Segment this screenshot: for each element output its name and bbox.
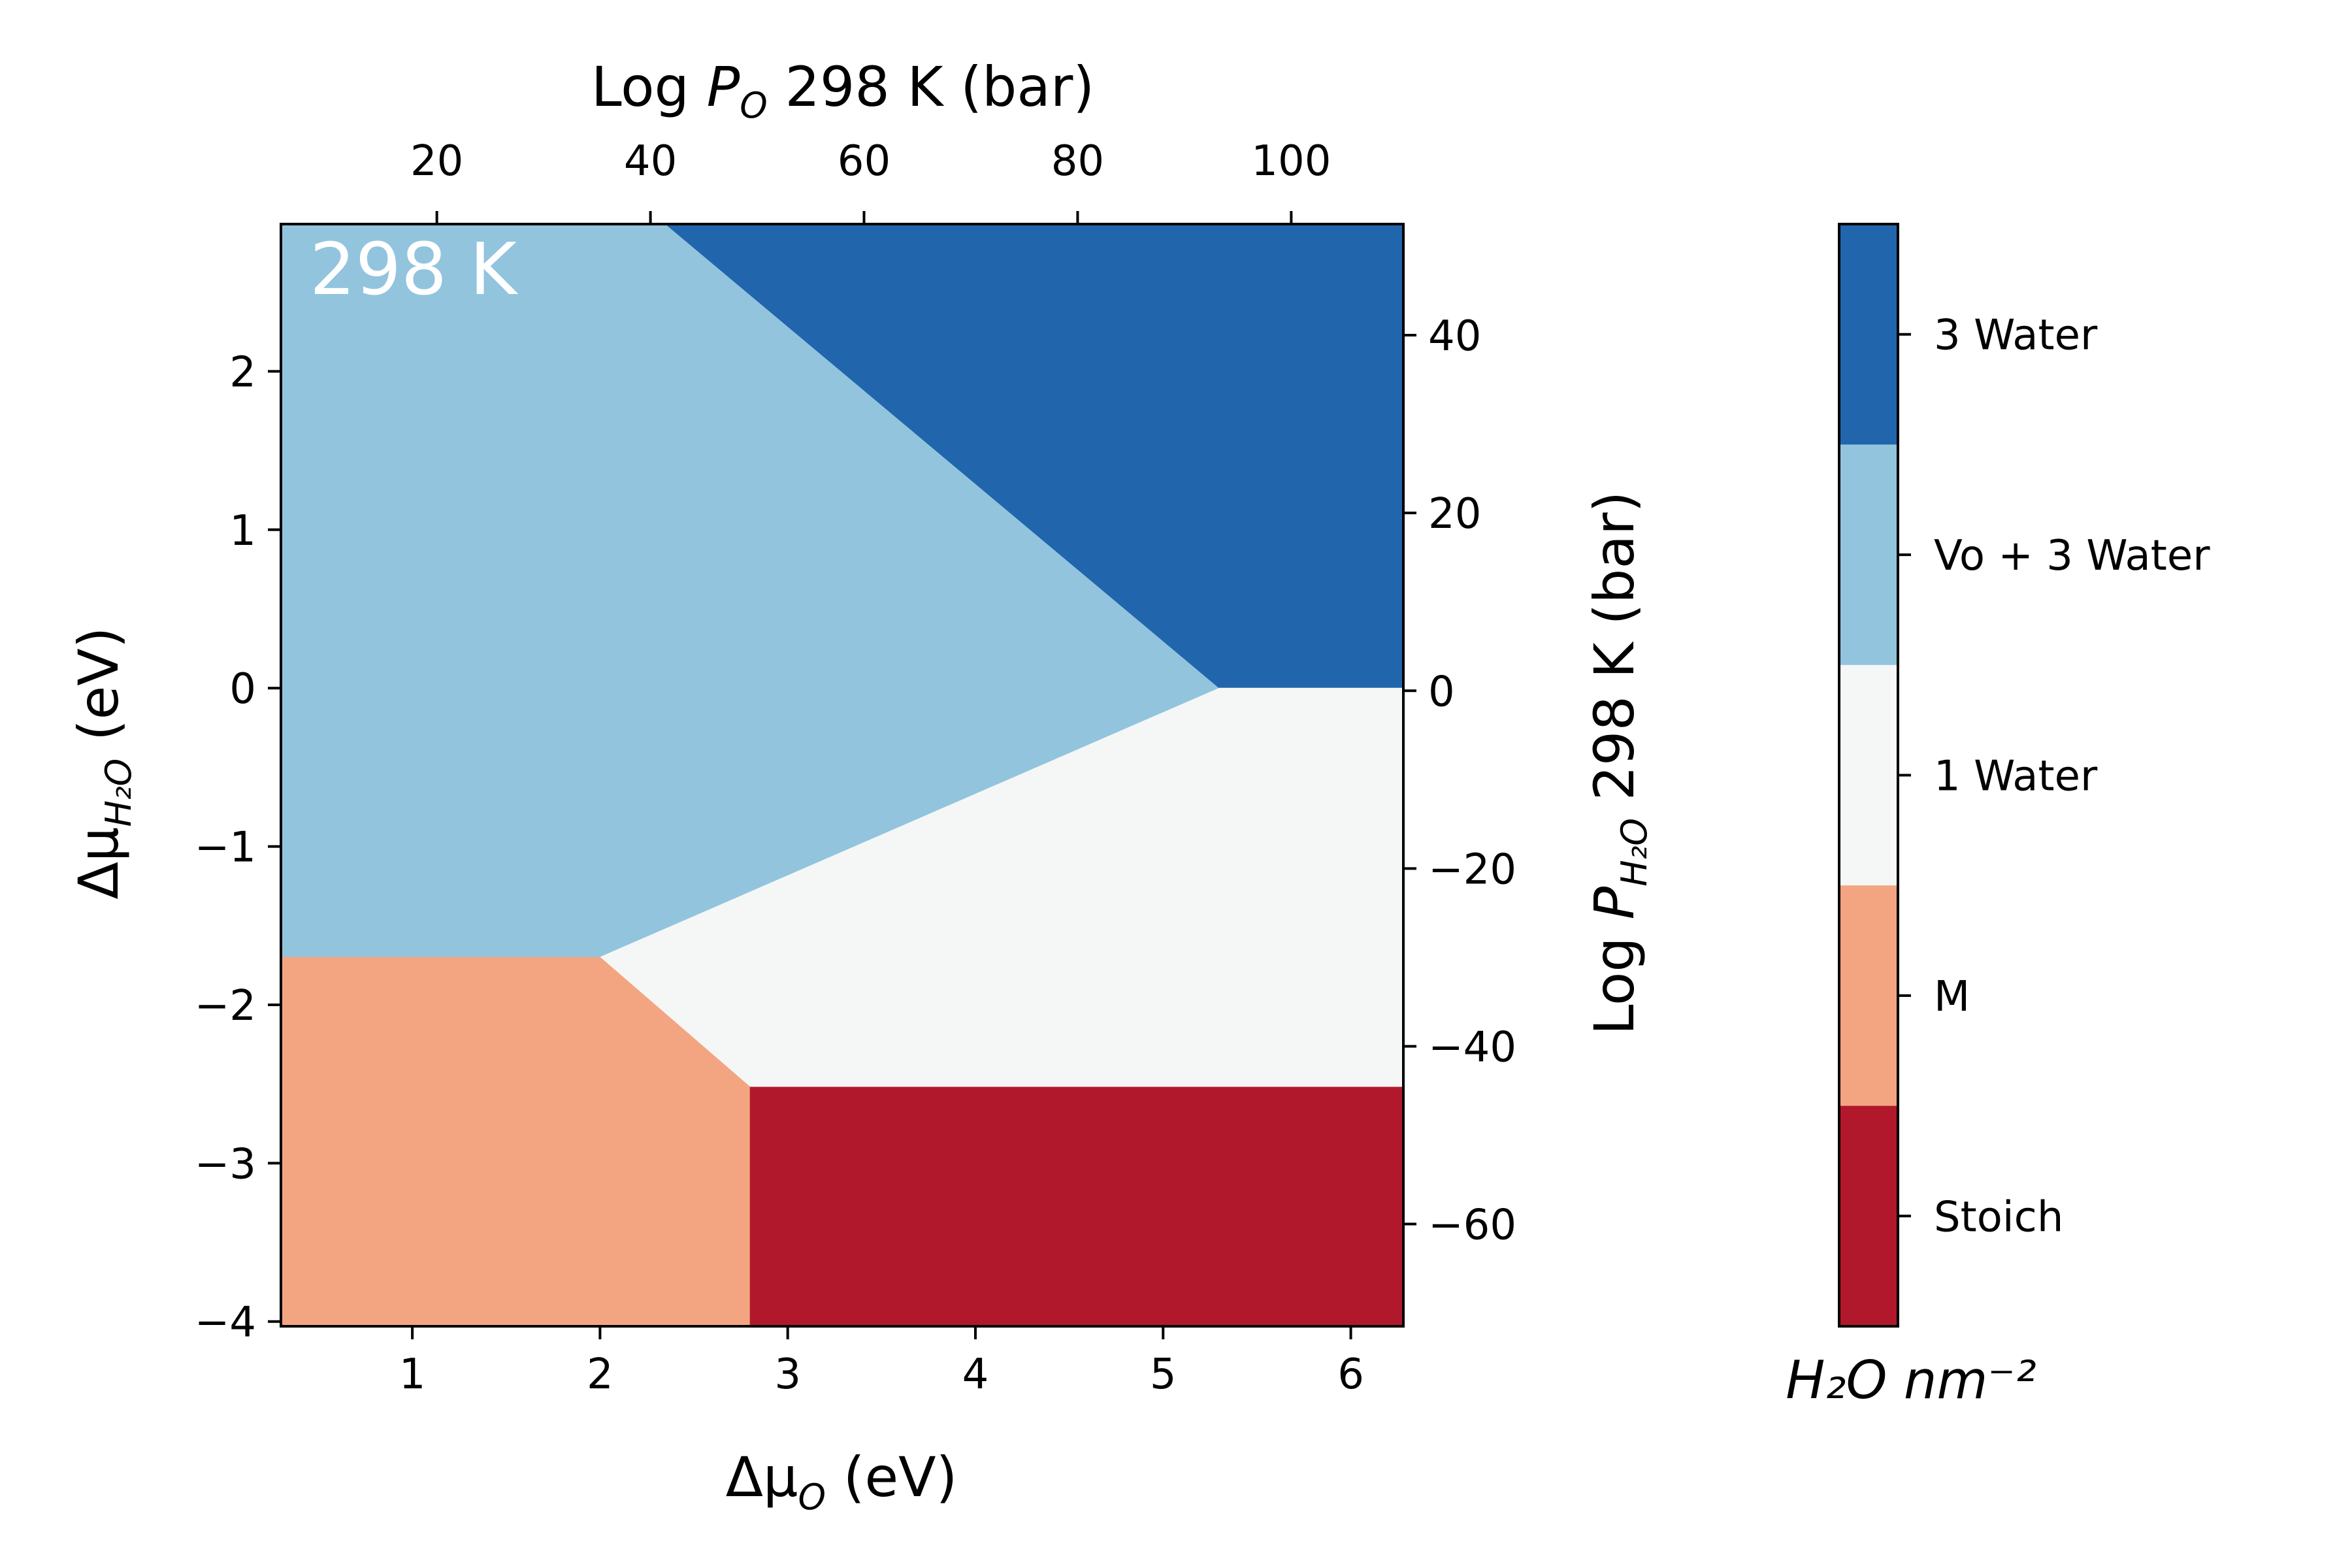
y-tick-label: −4 <box>195 1299 256 1347</box>
y-axis-label: ΔμH₂O (eV) <box>67 627 139 899</box>
x-tick-label: 6 <box>1337 1350 1364 1399</box>
temperature-annotation: 298 K <box>310 227 519 311</box>
right-y-tick-label: 0 <box>1428 668 1455 716</box>
y-tick-label: −3 <box>195 1140 256 1188</box>
colorbar-label: 3 Water <box>1934 312 2098 360</box>
colorbar-segment-stoich <box>1839 1105 1898 1327</box>
x-tick-label: 2 <box>587 1350 613 1399</box>
right-y-tick-label: −20 <box>1428 845 1516 894</box>
x-axis-label: ΔμO (eV) <box>726 1445 958 1518</box>
colorbar-label: 1 Water <box>1934 753 2098 801</box>
colorbar-title: H₂O nm⁻² <box>1786 1350 2036 1411</box>
colorbar: 3 Water Vo + 3 Water 1 Water M Stoich <box>1839 224 2210 1327</box>
colorbar-frame <box>1838 223 1899 1328</box>
x-tick-label: 5 <box>1150 1350 1177 1399</box>
x-tick-label: 4 <box>962 1350 989 1399</box>
colorbar-segment-vo-3-water <box>1839 444 1898 666</box>
colorbar-label: Vo + 3 Water <box>1934 532 2210 580</box>
colorbar-label: Stoich <box>1934 1193 2063 1241</box>
colorbar-label: M <box>1934 973 1970 1021</box>
right-y-tick-label: 20 <box>1428 490 1481 538</box>
y-tick-label: −2 <box>195 982 256 1030</box>
colorbar-segment-m <box>1839 885 1898 1107</box>
y-tick-label: 2 <box>229 348 256 397</box>
y-tick-label: 0 <box>229 665 256 713</box>
right-y-axis-label: Log PH₂O 298 K (bar) <box>1582 491 1655 1036</box>
right-y-tick-label: −40 <box>1428 1023 1516 1071</box>
axis-ticks: 1 2 3 4 5 6 −4 −3 −2 −1 0 1 2 20 40 60 80 100 40 20 0 −20 −40 −… <box>195 137 1516 1399</box>
phase-region-stoich <box>749 1086 1404 1327</box>
top-x-tick-label: 40 <box>624 137 677 186</box>
y-tick-label: −1 <box>195 824 256 872</box>
colorbar-segment-1-water <box>1839 664 1898 886</box>
top-x-axis-label: Log PO 298 K (bar) <box>591 55 1094 126</box>
right-y-tick-label: 40 <box>1428 312 1481 361</box>
y-tick-label: 1 <box>229 507 256 555</box>
top-x-tick-label: 20 <box>410 137 463 186</box>
colorbar-segment-3-water <box>1839 224 1898 445</box>
top-x-tick-label: 100 <box>1251 137 1331 186</box>
plot-frame <box>280 223 1405 1328</box>
x-tick-label: 3 <box>774 1350 801 1399</box>
top-x-tick-label: 60 <box>838 137 890 186</box>
x-tick-label: 1 <box>399 1350 426 1399</box>
right-y-tick-label: −60 <box>1428 1201 1516 1250</box>
phase-regions <box>280 223 1404 1327</box>
top-x-tick-label: 80 <box>1051 137 1104 186</box>
